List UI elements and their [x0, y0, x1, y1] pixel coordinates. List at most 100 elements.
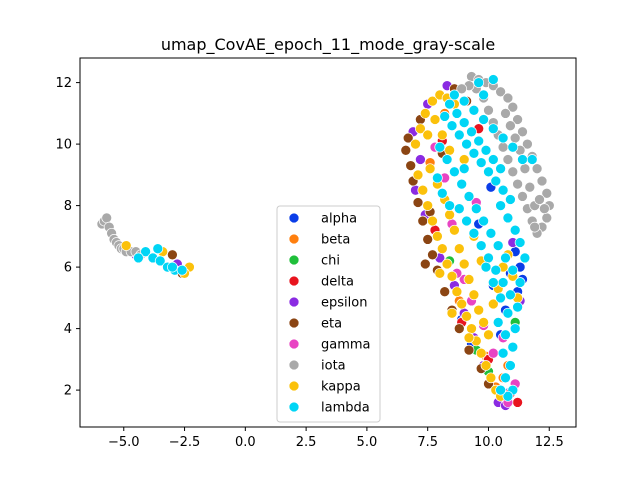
point-iota: [541, 212, 553, 224]
point-lambda: [514, 237, 526, 248]
point-lambda: [436, 187, 448, 199]
point-lambda: [140, 246, 151, 258]
points-layer: [96, 71, 555, 411]
point-lambda: [468, 147, 480, 159]
point-lambda: [487, 123, 499, 135]
legend-label-gamma: gamma: [321, 338, 371, 353]
legend-marker-iota: [288, 359, 300, 371]
point-lambda: [453, 203, 465, 215]
point-iota: [512, 114, 523, 125]
legend-marker-delta: [288, 275, 300, 287]
point-kappa: [444, 209, 455, 221]
point-kappa: [478, 317, 489, 328]
point-kappa: [456, 298, 468, 310]
point-lambda: [483, 252, 494, 264]
point-lambda: [500, 252, 511, 264]
point-lambda: [502, 390, 514, 402]
point-kappa: [434, 267, 446, 279]
legend-label-delta: delta: [321, 275, 354, 290]
point-eta: [419, 258, 431, 270]
point-lambda: [505, 194, 516, 205]
point-kappa: [475, 347, 487, 359]
point-lambda: [490, 175, 502, 187]
point-kappa: [429, 114, 441, 125]
point-kappa: [485, 372, 497, 384]
point-iota: [502, 154, 514, 165]
point-kappa: [410, 138, 421, 150]
point-lambda: [509, 224, 521, 236]
point-iota: [502, 92, 514, 104]
point-lambda: [509, 323, 521, 334]
point-kappa: [446, 270, 458, 282]
point-kappa: [451, 286, 463, 298]
legend-marker-eta: [288, 317, 300, 329]
point-lambda: [154, 255, 166, 267]
point-lambda: [480, 261, 492, 273]
point-iota: [512, 178, 523, 190]
point-lambda: [497, 132, 509, 144]
chart-title: umap_CovAE_epoch_11_mode_gray-scale: [161, 35, 495, 55]
point-iota: [497, 141, 509, 153]
point-kappa: [412, 169, 424, 181]
point-kappa: [487, 298, 499, 310]
y-axis: 2 4 6 8 10 12: [55, 76, 80, 399]
point-lambda: [473, 77, 485, 88]
point-iota: [507, 166, 519, 178]
point-lambda: [133, 252, 144, 264]
point-lambda: [468, 227, 480, 239]
point-lambda: [526, 154, 538, 165]
point-lambda: [495, 292, 506, 304]
x-tick-label: 12.5: [535, 435, 564, 450]
point-lambda: [167, 261, 178, 273]
point-kappa: [432, 230, 443, 242]
point-kappa: [463, 274, 475, 285]
point-kappa: [422, 129, 434, 141]
point-lambda: [441, 154, 453, 165]
legend-marker-lambda: [288, 401, 300, 413]
point-lambda: [505, 289, 516, 301]
legend-label-beta: beta: [321, 233, 350, 248]
legend-label-iota: iota: [321, 359, 346, 374]
point-lambda: [507, 341, 519, 353]
point-lambda: [514, 277, 526, 288]
point-lambda: [466, 126, 477, 138]
point-lambda: [478, 89, 489, 101]
legend-label-alpha: alpha: [321, 212, 357, 227]
point-eta: [400, 144, 412, 156]
point-eta: [439, 286, 451, 298]
point-lambda: [463, 191, 475, 202]
point-lambda: [497, 277, 509, 288]
point-lambda: [507, 264, 519, 276]
point-lambda: [497, 347, 509, 359]
point-eta: [417, 215, 429, 227]
point-lambda: [453, 129, 465, 141]
point-eta: [167, 249, 178, 261]
point-kappa: [441, 258, 453, 270]
point-kappa: [463, 332, 475, 344]
point-kappa: [424, 163, 436, 175]
point-delta: [512, 397, 523, 408]
point-lambda: [468, 104, 480, 116]
point-kappa: [436, 243, 448, 255]
point-lambda: [517, 154, 528, 165]
legend-marker-gamma: [288, 338, 300, 350]
point-iota: [505, 120, 516, 132]
x-axis: −5.0 −2.5 0.0 2.5 5.0 7.5 10.0 12.5: [108, 427, 564, 450]
point-lambda: [500, 372, 511, 384]
point-epsilon: [415, 154, 426, 165]
point-lambda: [475, 157, 487, 168]
point-eta: [422, 234, 434, 245]
point-kappa: [480, 360, 492, 371]
point-kappa: [427, 95, 438, 107]
point-kappa: [446, 307, 458, 319]
x-tick-label: 5.0: [357, 435, 378, 450]
point-lambda: [495, 163, 506, 175]
point-eta: [405, 160, 417, 171]
point-kappa: [473, 304, 485, 316]
point-lambda: [512, 301, 523, 313]
point-iota: [541, 187, 553, 199]
point-lambda: [478, 114, 489, 125]
legend-marker-alpha: [288, 212, 300, 224]
point-lambda: [451, 108, 463, 119]
point-kappa: [444, 144, 455, 156]
